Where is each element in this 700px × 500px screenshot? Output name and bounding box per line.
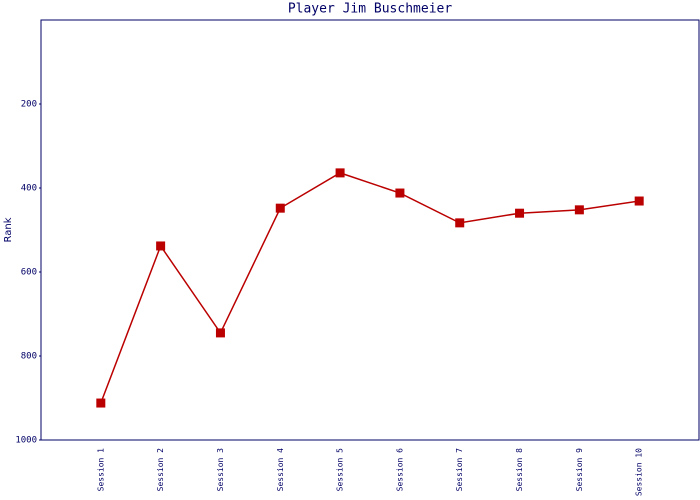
x-tick-label: Session 4: [276, 448, 285, 492]
data-point: [96, 398, 106, 408]
data-point: [275, 203, 285, 213]
y-tick-label: 1000: [15, 436, 37, 446]
x-tick-label: Session 2: [156, 448, 165, 492]
x-tick-label: Session 5: [336, 448, 345, 492]
data-point: [215, 328, 225, 338]
y-tick-label: 400: [21, 184, 37, 194]
series-line: [100, 172, 640, 404]
x-tick-label: Session 9: [575, 448, 584, 492]
data-point: [156, 241, 166, 251]
plot-frame: [40, 19, 700, 441]
x-tick-label: Session 7: [455, 448, 464, 492]
y-axis-label: Rank: [3, 217, 14, 242]
y-tick-label: 600: [21, 268, 37, 278]
chart-title: Player Jim Buschmeier: [288, 2, 453, 17]
y-tick-label: 200: [21, 100, 37, 110]
data-point: [395, 188, 405, 198]
x-tick-label: Session 3: [216, 448, 225, 492]
x-tick-label: Session 6: [395, 448, 404, 492]
data-point: [574, 205, 584, 215]
data-point: [335, 168, 345, 178]
x-tick-label: Session 8: [515, 448, 524, 492]
x-tick-label: Session 1: [96, 448, 105, 492]
y-tick-label: 800: [21, 352, 37, 362]
data-point: [515, 208, 525, 218]
x-tick-label: Session 10: [635, 448, 644, 496]
data-point: [455, 218, 465, 228]
data-point: [634, 196, 644, 206]
